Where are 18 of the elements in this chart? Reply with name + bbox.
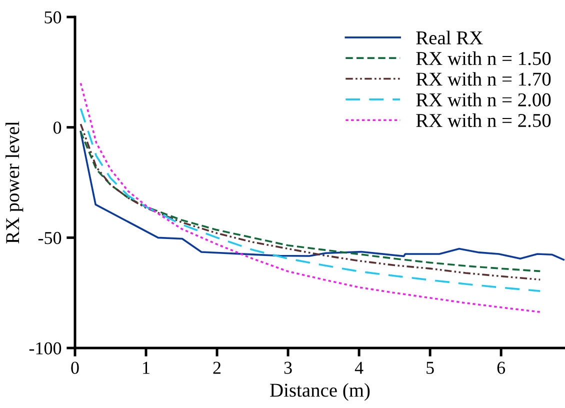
x-tick-label: 1 <box>143 362 150 374</box>
legend-label: RX with n = 2.00 <box>416 92 551 107</box>
y-tick-label: -50 <box>38 232 62 244</box>
x-tick-label: 2 <box>213 362 221 374</box>
legend-label: Real RX <box>416 30 483 44</box>
x-tick-label: 6 <box>497 362 506 374</box>
legend-label: RX with n = 1.70 <box>416 72 551 86</box>
y-tick-label: 0 <box>53 122 62 134</box>
x-tick-label: 3 <box>284 362 292 374</box>
x-tick-label: 5 <box>426 362 434 374</box>
y-tick-label: 50 <box>44 11 62 24</box>
y-tick-label: -100 <box>29 342 62 354</box>
x-axis-title: Distance (m) <box>270 383 370 401</box>
y-axis-title: RX power level <box>6 121 24 244</box>
legend-label: RX with n = 1.50 <box>416 51 551 66</box>
x-tick-label: 4 <box>354 362 364 374</box>
x-tick-label: 0 <box>71 362 79 374</box>
legend-label: RX with n = 2.50 <box>416 113 551 128</box>
